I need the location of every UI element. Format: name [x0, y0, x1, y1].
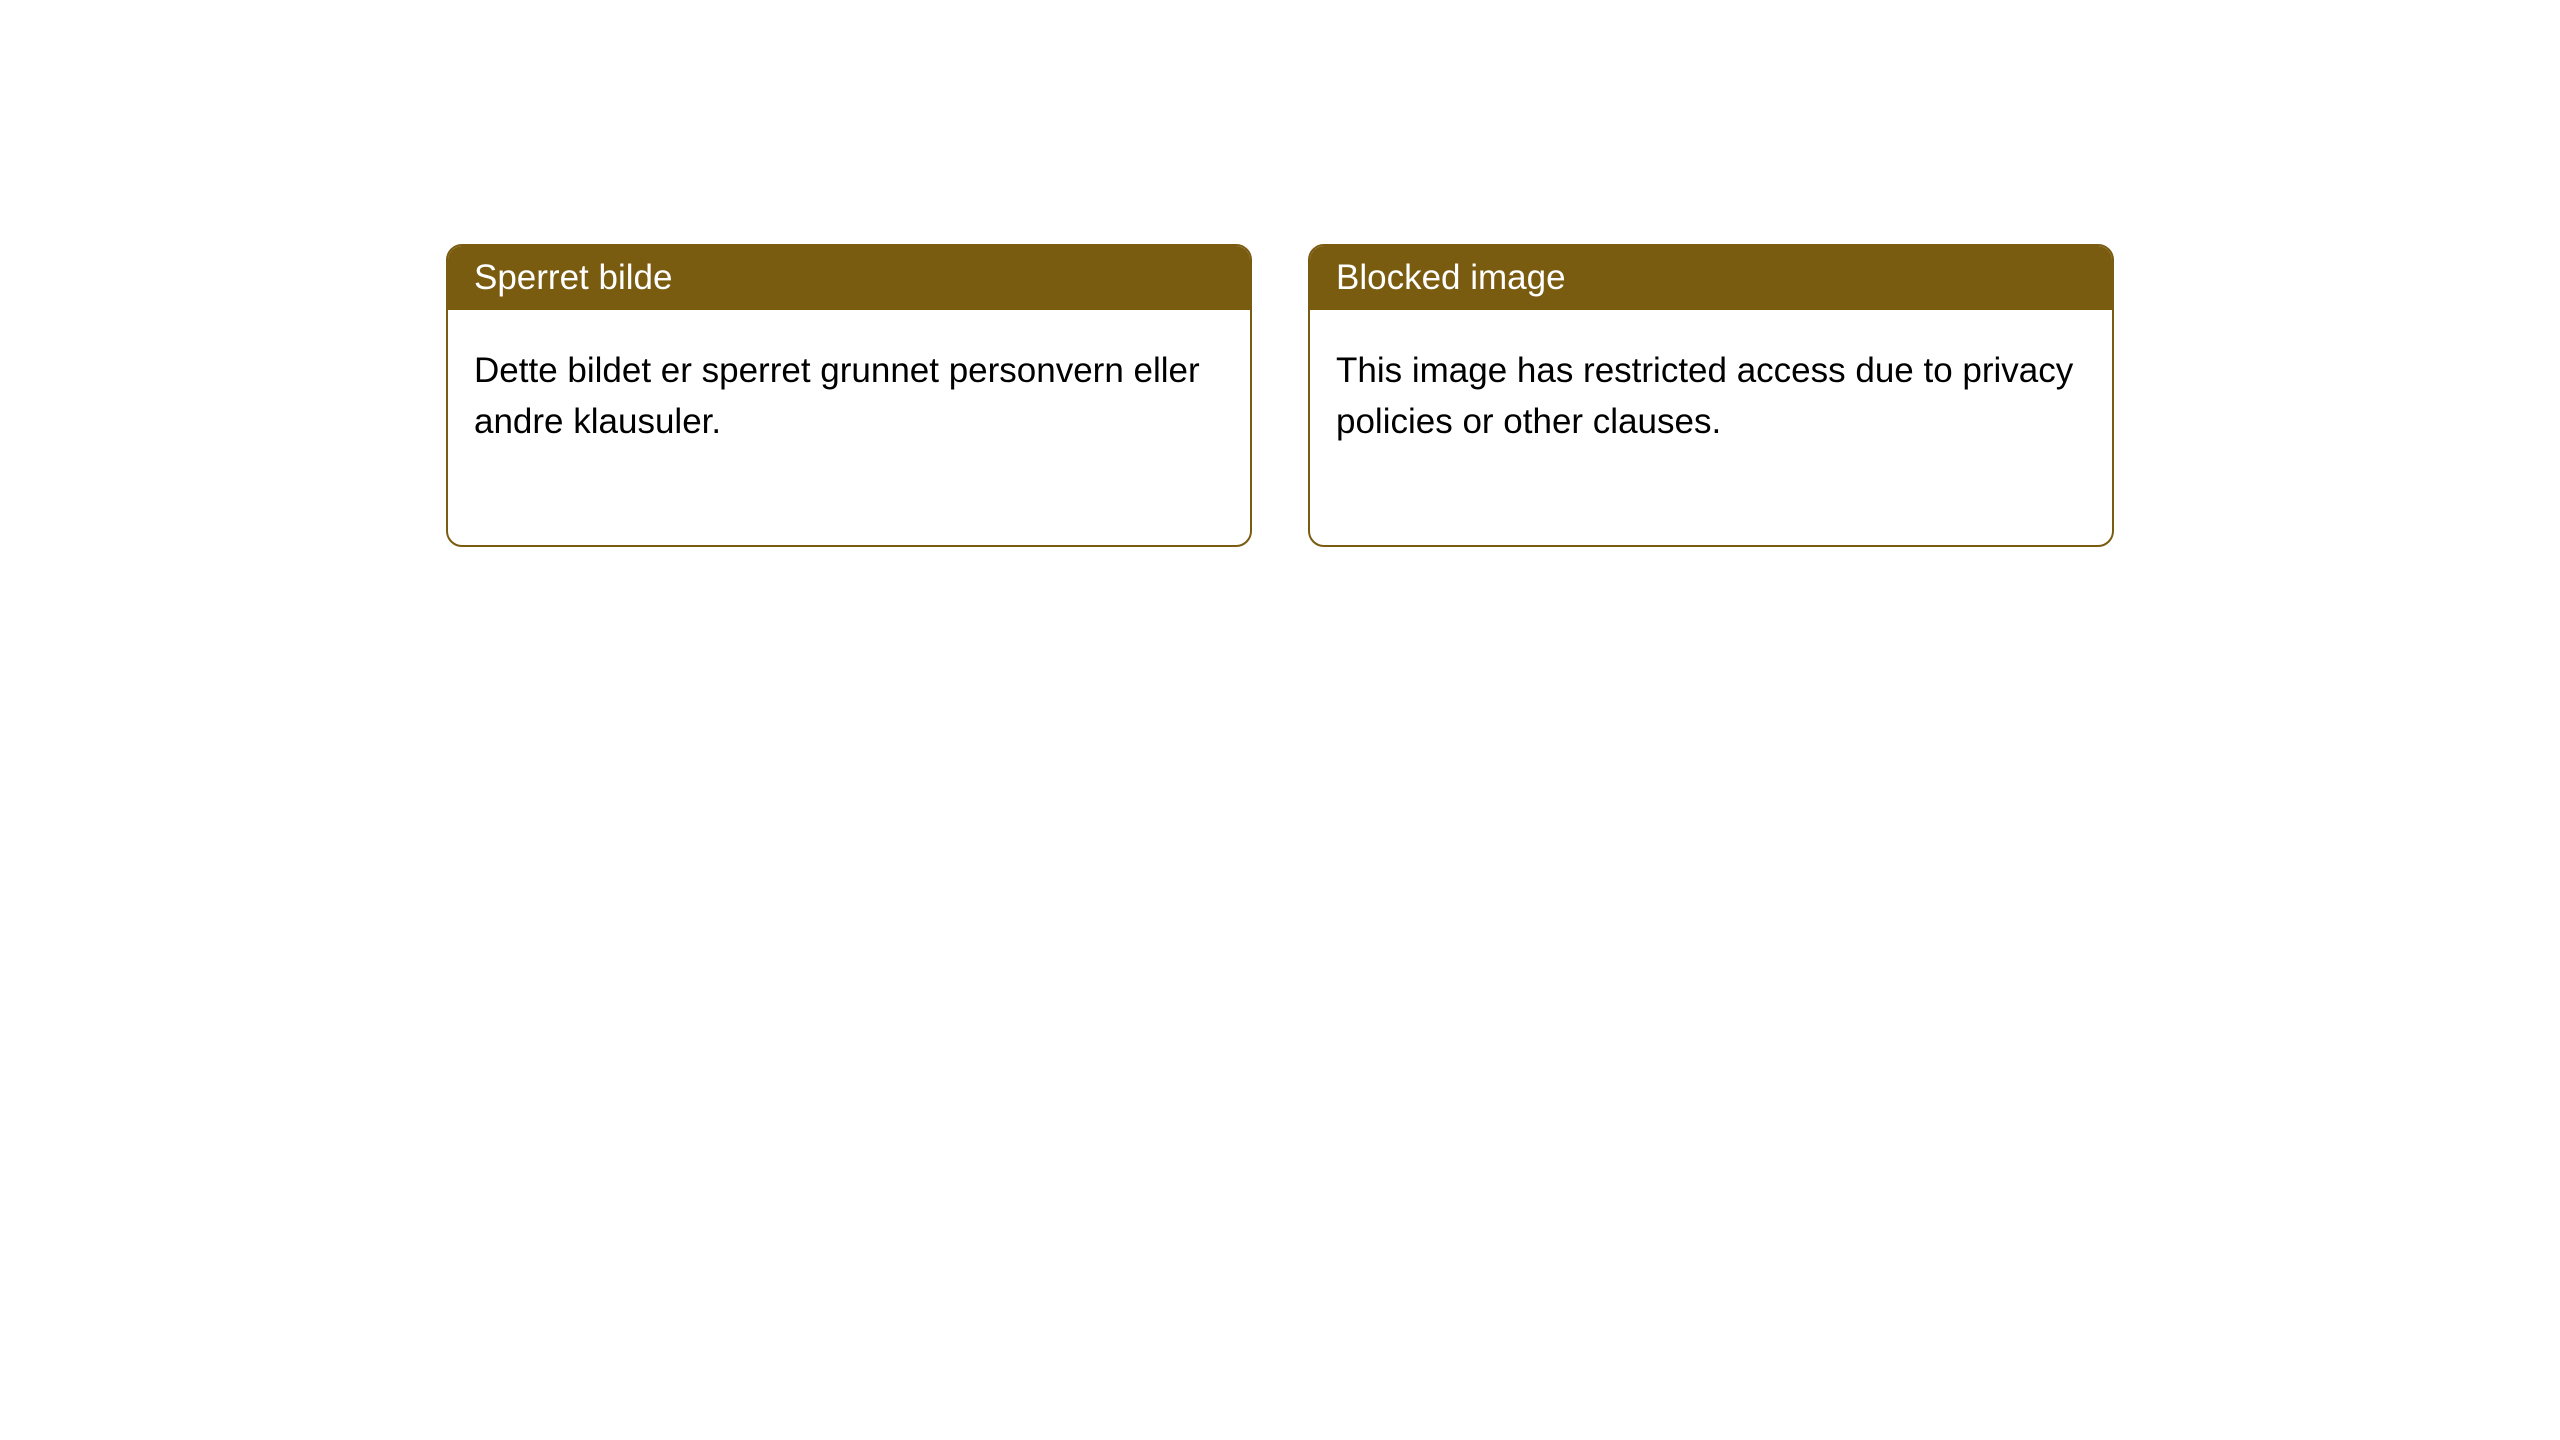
blocked-image-card-english: Blocked image This image has restricted … — [1308, 244, 2114, 547]
card-title: Blocked image — [1336, 258, 1566, 297]
card-body: Dette bildet er sperret grunnet personve… — [448, 310, 1250, 545]
card-header: Blocked image — [1310, 246, 2112, 310]
card-title: Sperret bilde — [474, 258, 672, 297]
card-header: Sperret bilde — [448, 246, 1250, 310]
notice-cards-container: Sperret bilde Dette bildet er sperret gr… — [446, 244, 2114, 547]
card-message: Dette bildet er sperret grunnet personve… — [474, 346, 1224, 448]
card-message: This image has restricted access due to … — [1336, 346, 2086, 448]
card-body: This image has restricted access due to … — [1310, 310, 2112, 545]
blocked-image-card-norwegian: Sperret bilde Dette bildet er sperret gr… — [446, 244, 1252, 547]
